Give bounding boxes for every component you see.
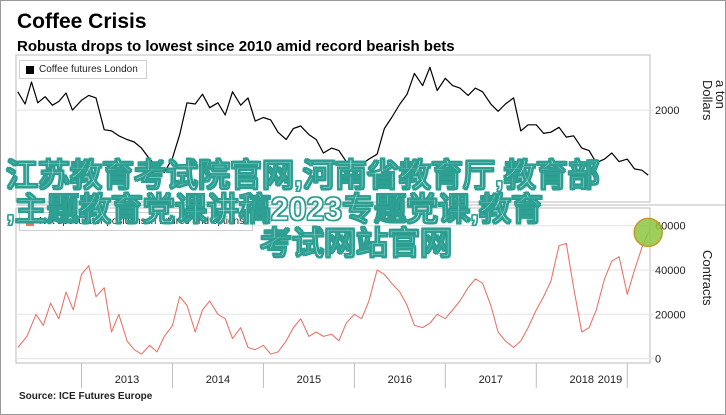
positions-legend-label: Net speculator positions in futures and … xyxy=(39,216,245,227)
positions-series-group xyxy=(17,232,649,355)
positions-y-tick-label: 20000 xyxy=(655,309,686,321)
watermark-line-3: 考试网站官网 xyxy=(259,225,453,261)
positions-plot-area xyxy=(15,207,651,364)
watermark-line-1: 江苏教育考试院官网,河南省教育厅,教育部 xyxy=(6,157,601,193)
price-axis-unit: a ton xyxy=(713,80,726,109)
x-axis-ticks: 2013 2014 2015 2016 2017 2018 2019 xyxy=(80,363,628,388)
positions-axis-label: Contracts xyxy=(700,250,715,306)
source-note: Source: ICE Futures Europe xyxy=(19,391,153,402)
positions-series-line xyxy=(17,232,649,355)
price-legend-label: Coffee futures London xyxy=(39,64,138,75)
chart-title: Coffee Crisis xyxy=(17,10,147,33)
price-y-tick-label: 2000 xyxy=(655,105,679,117)
x-tick-label: 2017 xyxy=(479,374,503,386)
x-tick-label: 2016 xyxy=(388,374,412,386)
x-tick-label: 2013 xyxy=(115,374,139,386)
price-y-ticks: 2000 xyxy=(655,105,679,117)
positions-y-tick-label: 40000 xyxy=(655,265,686,277)
chart-subtitle: Robusta drops to lowest since 2010 amid … xyxy=(17,38,455,55)
x-tick-label: 2019 xyxy=(598,374,622,386)
positions-legend: Net speculator positions in futures and … xyxy=(19,212,254,231)
watermark-line-2: ,主题教育党课讲稿2023专题党课,教育 xyxy=(6,191,544,227)
price-legend-swatch xyxy=(26,65,34,74)
x-tick-label: 2014 xyxy=(206,374,230,386)
positions-legend-swatch xyxy=(26,217,34,226)
positions-y-tick-label: 0 xyxy=(655,354,661,366)
price-series-line xyxy=(17,66,649,176)
latest-value-marker xyxy=(633,217,663,248)
price-plot-area xyxy=(15,54,651,203)
price-series-group xyxy=(17,66,649,176)
x-tick-label: 2018 xyxy=(570,374,594,386)
x-tick-label: 2015 xyxy=(297,374,321,386)
price-legend: Coffee futures London xyxy=(19,60,147,79)
price-axis-label: Dollars xyxy=(700,80,715,121)
